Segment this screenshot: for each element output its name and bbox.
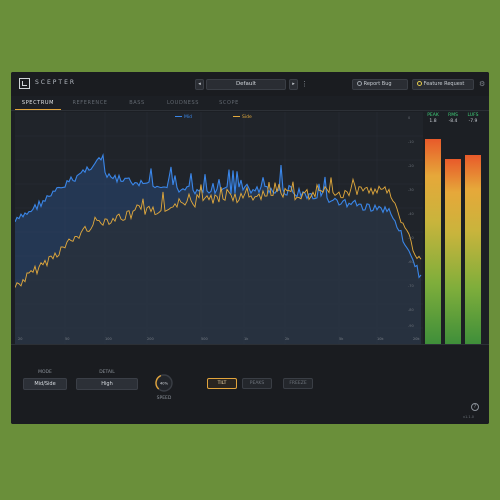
tab-loudness[interactable]: LOUDNESS bbox=[166, 100, 200, 106]
legend-side-label: Side bbox=[242, 115, 252, 120]
detail-dropdown[interactable]: High bbox=[76, 378, 138, 390]
y-tick: -20 bbox=[408, 164, 414, 168]
gear-icon[interactable]: ⚙ bbox=[479, 80, 486, 88]
spectrum-analyzer[interactable]: Mid Side 20 50 100 200 500 1k 2k 5k 10k … bbox=[15, 112, 423, 344]
side-fill-area bbox=[15, 177, 421, 344]
mode-label: MODE bbox=[38, 370, 52, 375]
level-meters: PEAK RMS LUFS 1.8 -8.4 -7.9 bbox=[425, 112, 485, 344]
y-tick: -10 bbox=[408, 140, 414, 144]
report-bug-button[interactable]: Report Bug bbox=[352, 79, 408, 90]
lufs-meter-bar bbox=[465, 155, 481, 344]
x-tick: 20 bbox=[18, 337, 23, 341]
y-tick: -50 bbox=[408, 236, 414, 240]
tab-bass[interactable]: BASS bbox=[129, 100, 145, 106]
speed-value: 40% bbox=[160, 382, 169, 386]
y-tick: -40 bbox=[408, 212, 414, 216]
preset-selector[interactable]: Default bbox=[206, 79, 286, 90]
y-tick: -90 bbox=[408, 324, 414, 328]
lightbulb-icon bbox=[417, 81, 422, 86]
x-tick: 100 bbox=[105, 337, 112, 341]
feature-request-label: Feature Request bbox=[423, 81, 465, 87]
legend-side-swatch bbox=[233, 116, 240, 117]
lufs-label: LUFS bbox=[467, 113, 479, 118]
rms-label: RMS bbox=[448, 113, 458, 118]
peak-meter-bar bbox=[425, 139, 441, 344]
header-bar: SCEPTER ◂ Default ▸ ⋮ Report Bug Feature… bbox=[11, 72, 489, 96]
tab-spectrum[interactable]: SPECTRUM bbox=[15, 98, 61, 110]
x-tick: 200 bbox=[147, 337, 154, 341]
peak-value: 1.8 bbox=[429, 119, 437, 124]
y-tick: -80 bbox=[408, 308, 414, 312]
x-tick: 2k bbox=[285, 337, 290, 341]
x-tick: 20k bbox=[413, 337, 420, 341]
mode-dropdown[interactable]: Mid/Side bbox=[23, 378, 67, 390]
y-tick: 0 bbox=[408, 116, 411, 120]
tab-bar: SPECTRUM REFERENCE BASS LOUDNESS SCOPE bbox=[11, 96, 489, 111]
peak-label: PEAK bbox=[427, 113, 439, 118]
x-tick: 5k bbox=[339, 337, 344, 341]
side-spectrum-line bbox=[15, 177, 422, 288]
prev-preset-button[interactable]: ◂ bbox=[195, 79, 204, 90]
x-tick: 50 bbox=[65, 337, 70, 341]
y-tick: -60 bbox=[408, 260, 414, 264]
legend-side: Side bbox=[233, 115, 252, 120]
legend-mid: Mid bbox=[175, 115, 192, 120]
tab-reference[interactable]: REFERENCE bbox=[72, 100, 108, 106]
bug-icon bbox=[357, 81, 362, 86]
app-title: SCEPTER bbox=[35, 79, 77, 86]
next-preset-button[interactable]: ▸ bbox=[289, 79, 298, 90]
legend-mid-label: Mid bbox=[184, 115, 192, 120]
rms-value: -8.4 bbox=[448, 119, 458, 124]
x-tick: 1k bbox=[244, 337, 249, 341]
y-tick: -70 bbox=[408, 284, 414, 288]
report-bug-label: Report Bug bbox=[363, 81, 392, 87]
speed-label: SPEED bbox=[156, 396, 172, 401]
peaks-toggle[interactable]: PEAKS bbox=[242, 378, 272, 389]
x-tick: 10k bbox=[377, 337, 384, 341]
speed-knob[interactable]: 40% bbox=[154, 373, 174, 393]
plugin-window: SCEPTER ◂ Default ▸ ⋮ Report Bug Feature… bbox=[11, 72, 489, 424]
mid-spectrum-line bbox=[15, 152, 422, 279]
version-label: v1.1.0 bbox=[463, 415, 474, 419]
tab-scope[interactable]: SCOPE bbox=[219, 100, 239, 106]
freeze-toggle[interactable]: FREEZE bbox=[283, 378, 313, 389]
x-tick: 500 bbox=[201, 337, 208, 341]
rms-meter-bar bbox=[445, 159, 461, 344]
help-icon[interactable]: ? bbox=[471, 403, 479, 411]
spectrum-plot bbox=[15, 112, 423, 344]
legend-mid-swatch bbox=[175, 116, 182, 117]
feature-request-button[interactable]: Feature Request bbox=[412, 79, 474, 90]
detail-label: DETAIL bbox=[99, 370, 115, 375]
lufs-value: -7.9 bbox=[468, 119, 478, 124]
preset-menu-icon[interactable]: ⋮ bbox=[301, 80, 308, 88]
logo-icon bbox=[19, 78, 30, 89]
y-tick: -30 bbox=[408, 188, 414, 192]
tilt-toggle[interactable]: TILT bbox=[207, 378, 237, 389]
